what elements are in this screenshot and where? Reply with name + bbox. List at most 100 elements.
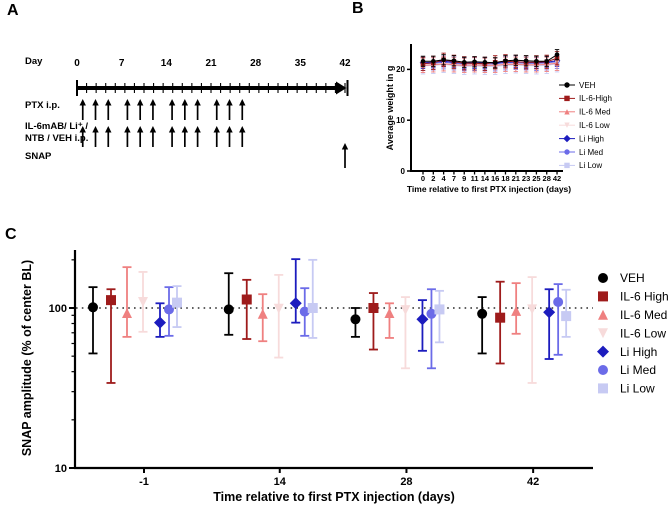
- c-point: [511, 305, 522, 316]
- c-point: [138, 297, 148, 308]
- c-point: [426, 308, 437, 319]
- c-legend-marker-icon: [598, 309, 608, 320]
- b-point: [441, 57, 446, 63]
- timeline-day-label: Day: [25, 56, 43, 67]
- c-point: [416, 313, 429, 326]
- c-point: [289, 297, 302, 310]
- b-point: [492, 60, 498, 66]
- c-point: [223, 304, 234, 315]
- b-point: [451, 58, 457, 64]
- c-legend-label: IL-6 Med: [620, 308, 667, 322]
- panel-a-label: A: [7, 2, 19, 19]
- c-point: [561, 311, 572, 322]
- b-legend-marker-icon: [564, 109, 570, 115]
- b-x-tick-label: 23: [522, 174, 530, 183]
- timeline-day-number: 35: [295, 58, 307, 69]
- c-series-VEH: [88, 272, 488, 355]
- c-point: [553, 297, 564, 308]
- b-legend-marker-icon: [564, 122, 570, 128]
- c-y-tick-label: 10: [55, 463, 67, 475]
- timeline-day-number: 21: [205, 58, 217, 69]
- b-x-tick-label: 2: [431, 174, 435, 183]
- b-x-tick-label: 28: [543, 174, 551, 183]
- c-x-axis-title: Time relative to first PTX injection (da…: [213, 490, 455, 504]
- c-point: [164, 304, 174, 315]
- c-point: [368, 303, 379, 313]
- timeline-bar: [77, 86, 336, 90]
- b-legend-label: Li High: [579, 134, 604, 143]
- panel-b-label: B: [352, 0, 364, 17]
- b-x-axis-title: Time relative to first PTX injection (da…: [406, 184, 572, 194]
- c-point: [495, 312, 506, 323]
- b-point: [544, 58, 550, 64]
- timeline-day-number: 7: [119, 58, 125, 69]
- c-point: [122, 308, 132, 319]
- panel-a-timeline: 0 7 14 21 28 35 42: [74, 58, 351, 168]
- c-series-IL-6 Low: [138, 271, 538, 384]
- c-series-Li Low: [172, 258, 572, 344]
- c-point: [477, 308, 488, 319]
- b-point: [461, 59, 467, 65]
- b-point: [513, 57, 519, 63]
- b-legend-marker-icon: [564, 95, 570, 102]
- b-point: [503, 58, 508, 64]
- b-point: [482, 59, 488, 65]
- timeline-row-label-il6-2: NTB / VEH i.p.: [25, 133, 89, 144]
- c-point: [527, 304, 538, 315]
- c-point: [299, 306, 310, 317]
- b-y-tick-label: 10: [396, 116, 405, 125]
- c-legend-label: IL-6 High: [620, 290, 669, 304]
- b-legend-label: VEH: [579, 81, 596, 90]
- c-series-Li Med: [164, 283, 564, 370]
- c-x-tick-label: 42: [527, 476, 539, 488]
- b-series-VEH: [420, 49, 560, 69]
- b-x-tick-label: 9: [462, 174, 466, 183]
- b-x-tick-label: 25: [532, 174, 540, 183]
- c-series-IL-6 Med: [122, 266, 522, 343]
- c-legend-marker-icon: [597, 345, 609, 358]
- b-point: [420, 58, 426, 64]
- b-x-tick-label: 42: [553, 174, 561, 183]
- chart-c: 10 100 -1 14 28 42 VEH IL-6 High IL-6 Med IL-6 Lo…: [49, 250, 669, 488]
- timeline-row-label-snap: SNAP: [25, 151, 52, 162]
- b-legend-label: Li Med: [579, 148, 603, 157]
- b-point: [431, 58, 436, 64]
- b-x-tick-label: 18: [501, 174, 509, 183]
- c-x-tick-label: 14: [274, 476, 287, 488]
- timeline-day-number: 14: [161, 58, 173, 69]
- c-point: [543, 306, 556, 319]
- timeline-row-label-il6-1: IL-6mAB/ Li⁺ /: [25, 121, 89, 132]
- timeline-row-label-ptx: PTX i.p.: [25, 100, 60, 111]
- c-legend-label: Li Low: [620, 382, 655, 396]
- b-point: [554, 52, 560, 57]
- b-x-tick-label: 11: [471, 174, 479, 183]
- timeline-day-number: 28: [250, 58, 262, 69]
- b-legend: VEH IL-6-High IL-6 Med IL-6 Low Li High Li Me…: [559, 81, 612, 170]
- c-legend-label: IL-6 Low: [620, 326, 666, 340]
- c-legend-label: Li Med: [620, 363, 656, 377]
- b-y-axis-title: Average weight in g: [385, 65, 395, 151]
- b-legend-marker-icon: [564, 162, 570, 169]
- b-x-tick-label: 21: [512, 174, 520, 183]
- c-point: [106, 295, 116, 306]
- c-legend-marker-icon: [598, 365, 608, 375]
- c-legend-label: VEH: [620, 271, 645, 285]
- b-point: [472, 59, 477, 65]
- b-x-tick-label: 4: [442, 174, 447, 183]
- c-legend-marker-icon: [598, 328, 608, 339]
- b-legend-label: IL-6 Med: [579, 108, 611, 117]
- c-series-Li High: [154, 258, 556, 360]
- c-point: [400, 305, 411, 316]
- c-x-tick-label: 28: [400, 476, 412, 488]
- b-x-tick-label: 0: [421, 174, 425, 183]
- b-x-tick-label: 14: [481, 174, 490, 183]
- c-y-axis-title: SNAP amplitude (% of center BL): [20, 259, 34, 457]
- panel-c-label: C: [5, 226, 17, 243]
- c-point: [172, 297, 182, 308]
- c-point: [307, 303, 318, 313]
- c-legend: VEH IL-6 High IL-6 Med IL-6 Low Li High Li Me…: [597, 271, 669, 396]
- b-legend-label: Li Low: [579, 161, 602, 170]
- timeline-day-number: 0: [74, 58, 80, 69]
- c-legend-label: Li High: [620, 345, 657, 359]
